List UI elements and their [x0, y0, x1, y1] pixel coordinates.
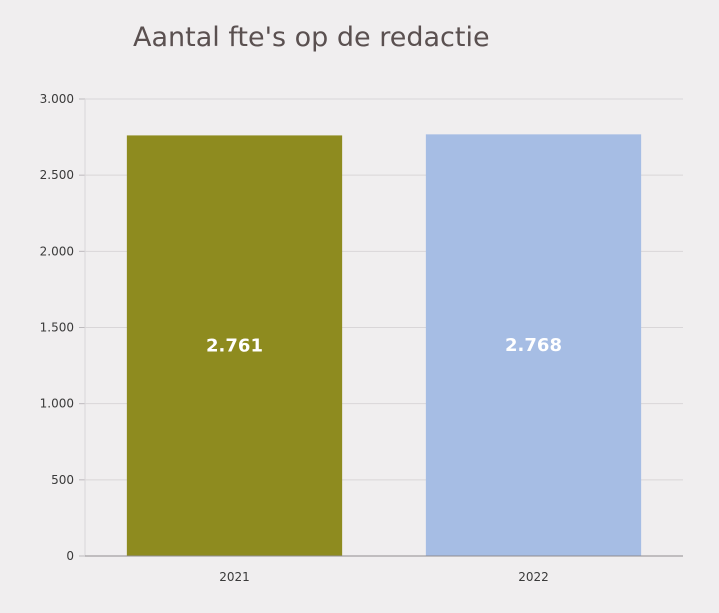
bar-2022: [425, 134, 642, 556]
bar-value-label: 2.768: [505, 335, 562, 356]
y-tick-label: 1.500: [40, 321, 74, 335]
x-tick-label: 2021: [219, 570, 250, 584]
y-tick-label: 1.000: [40, 397, 74, 411]
bar-value-label: 2.761: [206, 336, 263, 357]
y-tick-label: 0: [66, 549, 74, 563]
y-tick-label: 3.000: [40, 92, 74, 106]
x-tick-label: 2022: [518, 570, 549, 584]
chart-title: Aantal fte's op de redactie: [133, 22, 490, 53]
y-tick-label: 2.000: [40, 244, 74, 258]
bar-2021: [126, 135, 343, 557]
y-tick-label: 500: [51, 473, 74, 487]
y-tick-label: 2.500: [40, 168, 74, 182]
